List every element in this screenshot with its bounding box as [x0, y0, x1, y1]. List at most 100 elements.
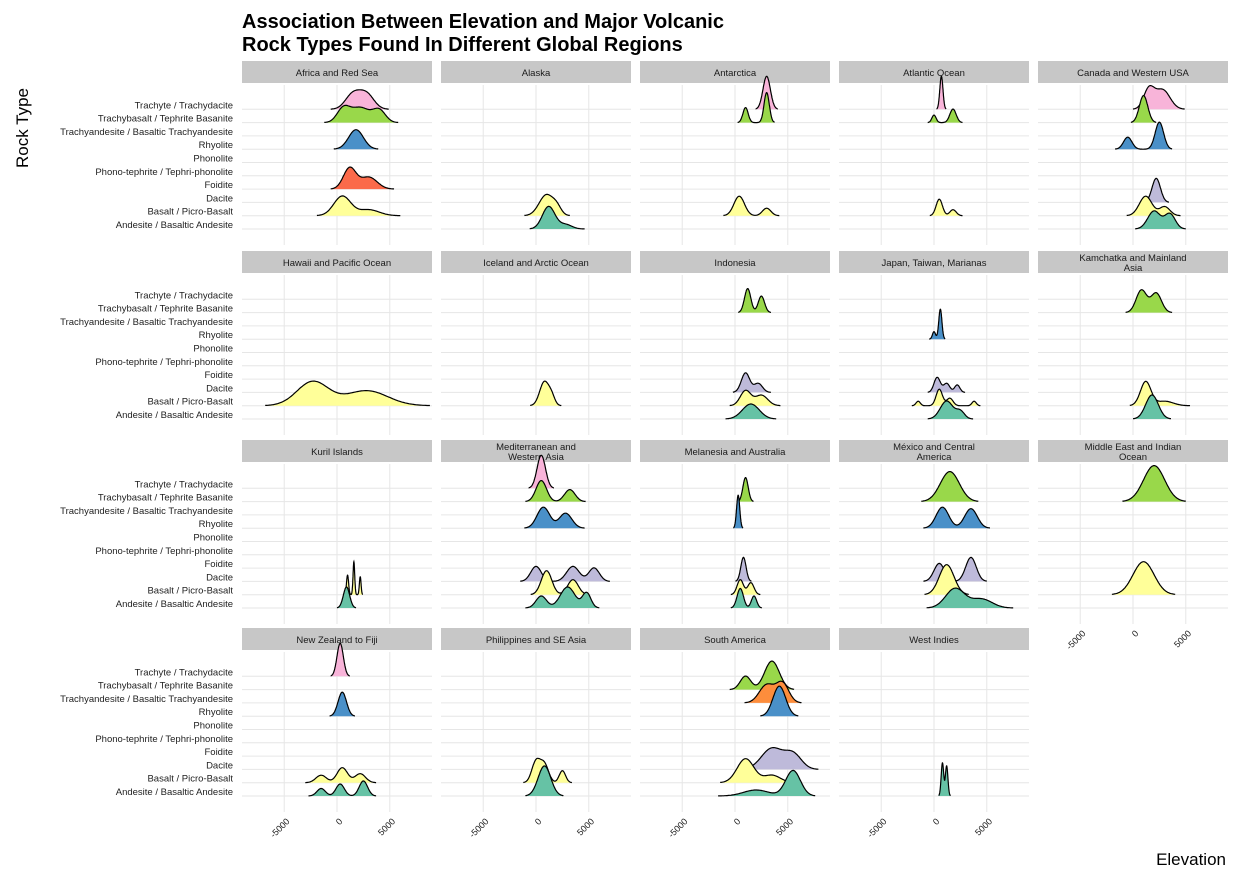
ridge-area: [927, 377, 966, 393]
y-tick-label: Rhyolite: [199, 330, 233, 341]
ridge-outline: [1129, 380, 1191, 407]
ridge-area: [1115, 122, 1173, 150]
ridge-outline: [336, 586, 357, 609]
ridge-outline: [308, 780, 377, 797]
ridge-area: [530, 570, 589, 595]
ridge-area: [529, 206, 585, 229]
y-tick-label: Foidite: [204, 370, 233, 381]
ridge-outline: [329, 691, 355, 717]
ridge-outline: [929, 308, 946, 340]
panel-strip: [640, 251, 830, 273]
panel-title: Antarctica: [714, 68, 757, 79]
x-axis-title: Elevation: [1156, 850, 1226, 869]
ridge-outline: [737, 91, 775, 124]
panel-title: Philippines and SE Asia: [486, 635, 587, 646]
ridge-outline: [735, 556, 752, 582]
x-tick-label: 5000: [575, 816, 596, 837]
y-tick-label: Andesite / Basaltic Andesite: [116, 410, 233, 421]
ridge-area: [265, 381, 430, 406]
ridge-area: [308, 781, 377, 796]
y-tick-label: Trachybasalt / Tephrite Basanite: [98, 493, 233, 504]
ridge-outline: [520, 565, 610, 582]
chart-title-line: Rock Types Found In Different Global Reg…: [242, 34, 683, 56]
ridge-area: [723, 196, 780, 216]
ridge-outline: [1111, 561, 1176, 595]
ridge-outline: [530, 380, 562, 407]
ridge-area: [929, 199, 963, 216]
panel-title: Canada and Western USA: [1077, 68, 1189, 79]
ridge-outline: [929, 198, 963, 217]
ridge-outline: [1130, 95, 1157, 123]
y-tick-label: Trachyandesite / Basaltic Trachyandesite: [60, 506, 233, 517]
panel-title: Melanesia and Australia: [685, 447, 787, 458]
ridge-outline: [1133, 394, 1171, 420]
ridge-outline: [525, 480, 586, 503]
ridge-area: [737, 92, 775, 123]
ridge-area: [1111, 561, 1176, 595]
ridge-outline: [737, 477, 754, 502]
ridge-area: [1129, 381, 1190, 406]
ridge-outline: [718, 769, 816, 797]
panel-title: South America: [704, 635, 766, 646]
ridge-area: [744, 681, 802, 703]
y-tick-label: Dacite: [206, 193, 233, 204]
ridge-outline: [760, 685, 799, 717]
ridge-outline: [744, 680, 802, 704]
ridge-area: [324, 105, 399, 123]
y-tick-label: Andesite / Basaltic Andesite: [116, 220, 233, 231]
y-tick-label: Andesite / Basaltic Andesite: [116, 599, 233, 610]
ridge-outline: [333, 129, 379, 150]
x-tick-label: 0: [533, 816, 544, 827]
ridge-area: [524, 194, 570, 216]
x-tick-label: -5000: [268, 816, 291, 839]
ridge-area: [732, 372, 771, 393]
panel-title: Alaska: [522, 68, 551, 79]
ridge-area: [316, 195, 401, 216]
ridge-outline: [732, 372, 771, 393]
ridge-outline: [330, 166, 395, 190]
y-tick-label: Phono-tephrite / Tephri-phonolite: [95, 734, 233, 745]
ridge-outline: [927, 400, 974, 420]
x-tick-label: -5000: [467, 816, 490, 839]
panel-strip: [441, 628, 631, 650]
ridge-area: [760, 686, 799, 717]
ridge-area: [725, 404, 777, 419]
ridge-outline: [927, 108, 963, 124]
ridge-area: [1135, 210, 1186, 229]
x-tick-label: -5000: [666, 816, 689, 839]
panel-strip: [839, 61, 1029, 83]
panel-title: Ocean: [1119, 452, 1147, 463]
panel-strip: [242, 251, 432, 273]
y-tick-label: Trachyandesite / Basaltic Trachyandesite: [60, 694, 233, 705]
y-tick-label: Trachybasalt / Tephrite Basanite: [98, 681, 233, 692]
y-tick-label: Phono-tephrite / Tephri-phonolite: [95, 546, 233, 557]
panel-title: Atlantic Ocean: [903, 68, 965, 79]
ridge-outline: [530, 570, 589, 596]
y-tick-label: Phonolite: [193, 533, 233, 544]
ridge-outline: [921, 471, 979, 502]
ridge-outline: [740, 747, 819, 770]
ridge-area: [528, 455, 554, 489]
ridge-outline: [730, 579, 761, 596]
panel-strip: [1038, 251, 1228, 273]
panel-strip: [441, 61, 631, 83]
x-tick-label: 0: [931, 816, 942, 827]
y-tick-label: Trachybasalt / Tephrite Basanite: [98, 304, 233, 315]
ridge-area: [344, 561, 363, 595]
panel-strip: [242, 440, 432, 462]
y-tick-label: Trachybasalt / Tephrite Basanite: [98, 114, 233, 125]
ridge-area: [927, 401, 974, 419]
ridge-outline: [316, 195, 401, 217]
y-tick-label: Foidite: [204, 180, 233, 191]
ridge-area: [525, 480, 586, 502]
ridge-outline: [524, 506, 585, 529]
ridge-area: [333, 129, 379, 150]
panel-strip: [441, 251, 631, 273]
ridge-area: [1130, 95, 1157, 123]
ridge-outline: [938, 762, 951, 797]
ridge-area: [530, 381, 562, 406]
ridge-area: [1133, 395, 1171, 419]
x-tick-label: 5000: [973, 816, 994, 837]
y-tick-label: Phono-tephrite / Tephri-phonolite: [95, 357, 233, 368]
